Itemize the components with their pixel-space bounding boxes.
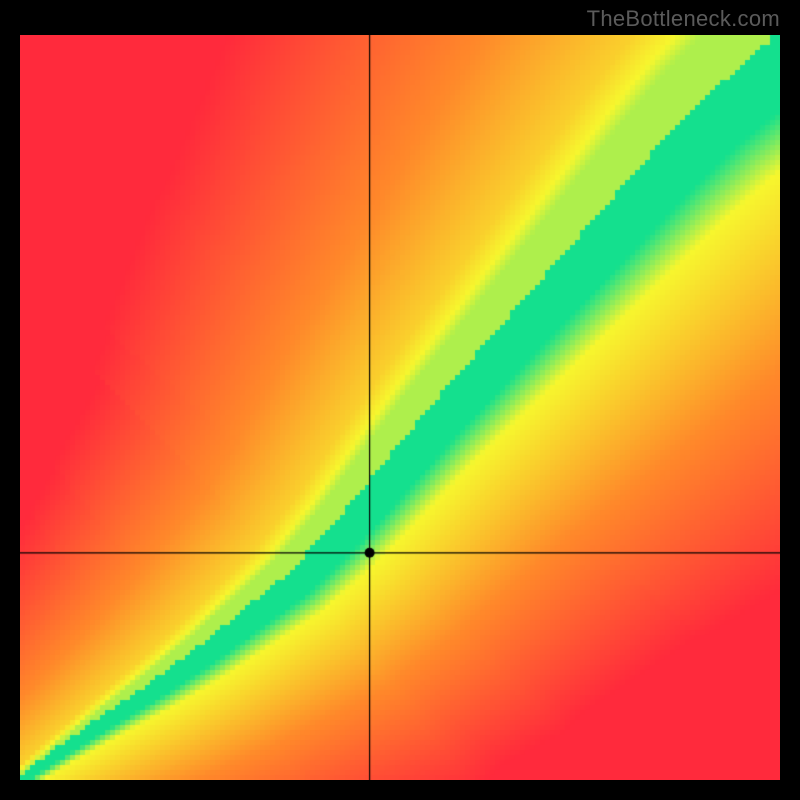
- heatmap-canvas: [20, 35, 780, 780]
- watermark-text: TheBottleneck.com: [587, 6, 780, 32]
- heatmap-plot: [20, 35, 780, 780]
- chart-container: TheBottleneck.com: [0, 0, 800, 800]
